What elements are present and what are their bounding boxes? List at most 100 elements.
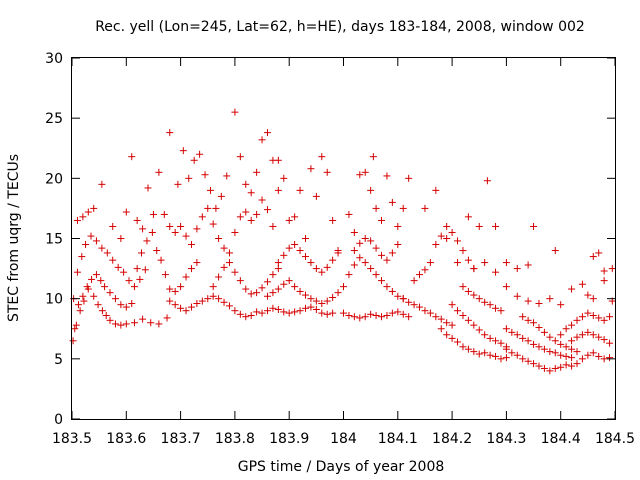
data-point xyxy=(530,340,538,348)
data-point xyxy=(470,265,478,273)
data-point xyxy=(269,304,277,312)
data-point xyxy=(470,291,478,299)
data-point xyxy=(285,216,293,224)
data-point xyxy=(432,241,440,249)
data-point xyxy=(350,247,358,255)
x-tick-label: 183.9 xyxy=(269,431,309,447)
y-tick-label: 20 xyxy=(45,171,63,187)
data-point xyxy=(111,320,119,328)
data-point xyxy=(296,247,304,255)
data-point xyxy=(432,186,440,194)
data-point xyxy=(225,249,233,257)
data-point xyxy=(464,316,472,324)
data-point xyxy=(388,287,396,295)
data-point xyxy=(459,312,467,320)
data-point xyxy=(149,210,157,218)
data-point xyxy=(454,338,462,346)
data-point xyxy=(323,297,331,305)
data-point xyxy=(187,265,195,273)
data-point xyxy=(312,305,320,313)
data-point xyxy=(307,303,315,311)
data-point xyxy=(103,249,111,257)
data-point xyxy=(318,299,326,307)
data-point xyxy=(212,204,220,212)
data-point xyxy=(138,249,146,257)
data-point xyxy=(562,343,570,351)
data-point xyxy=(215,295,223,303)
data-point xyxy=(578,331,586,339)
data-point xyxy=(122,303,130,311)
data-point xyxy=(497,307,505,315)
data-point xyxy=(69,337,77,345)
data-point xyxy=(557,301,565,309)
data-point xyxy=(448,301,456,309)
data-point xyxy=(190,156,198,164)
data-point xyxy=(193,225,201,233)
data-point xyxy=(76,307,84,315)
data-point xyxy=(236,213,244,221)
data-point xyxy=(296,186,304,194)
data-point xyxy=(595,314,603,322)
data-point xyxy=(247,290,255,298)
data-point xyxy=(301,253,309,261)
data-point xyxy=(426,259,434,267)
data-point xyxy=(378,313,386,321)
data-point xyxy=(535,362,543,370)
data-point xyxy=(568,321,576,329)
y-tick-label: 15 xyxy=(45,232,63,248)
data-point xyxy=(551,349,559,357)
x-axis-label: GPS time / Days of year 2008 xyxy=(238,459,445,475)
data-point xyxy=(437,232,445,240)
data-point xyxy=(125,277,133,285)
data-point xyxy=(296,307,304,315)
data-point xyxy=(600,316,608,324)
data-point xyxy=(448,334,456,342)
data-point xyxy=(247,312,255,320)
data-point xyxy=(220,244,228,252)
data-point xyxy=(378,251,386,259)
data-point xyxy=(481,331,489,339)
data-point xyxy=(128,299,136,307)
data-point xyxy=(166,297,174,305)
data-point xyxy=(242,313,250,321)
data-point xyxy=(361,235,369,242)
data-point xyxy=(367,265,375,273)
data-point xyxy=(236,277,244,285)
data-point xyxy=(405,313,413,321)
data-point xyxy=(263,129,271,137)
data-point xyxy=(502,345,510,353)
data-point xyxy=(157,256,165,264)
data-point xyxy=(291,241,299,249)
data-point xyxy=(394,292,402,300)
data-point xyxy=(372,204,380,212)
data-point xyxy=(82,241,90,249)
data-point xyxy=(492,352,500,360)
data-point xyxy=(383,256,391,264)
data-point xyxy=(274,265,282,273)
data-point xyxy=(329,309,337,317)
data-point xyxy=(383,312,391,320)
data-point xyxy=(258,284,266,292)
data-point xyxy=(253,168,261,176)
data-point xyxy=(312,297,320,305)
data-point xyxy=(405,298,413,306)
data-point xyxy=(497,355,505,363)
data-point xyxy=(443,331,451,339)
data-point xyxy=(600,355,608,363)
data-point xyxy=(589,295,597,303)
data-point xyxy=(519,355,527,363)
data-point xyxy=(524,261,532,269)
data-point xyxy=(312,192,320,200)
data-point xyxy=(75,301,83,309)
data-point xyxy=(79,292,87,300)
data-point xyxy=(356,254,364,262)
data-point xyxy=(475,326,483,334)
data-point xyxy=(486,301,494,309)
data-point xyxy=(399,295,407,303)
data-point xyxy=(568,345,576,353)
data-point xyxy=(323,263,331,271)
data-point xyxy=(109,222,117,230)
data-point xyxy=(253,289,261,297)
data-point xyxy=(130,283,138,291)
data-point xyxy=(269,271,277,279)
